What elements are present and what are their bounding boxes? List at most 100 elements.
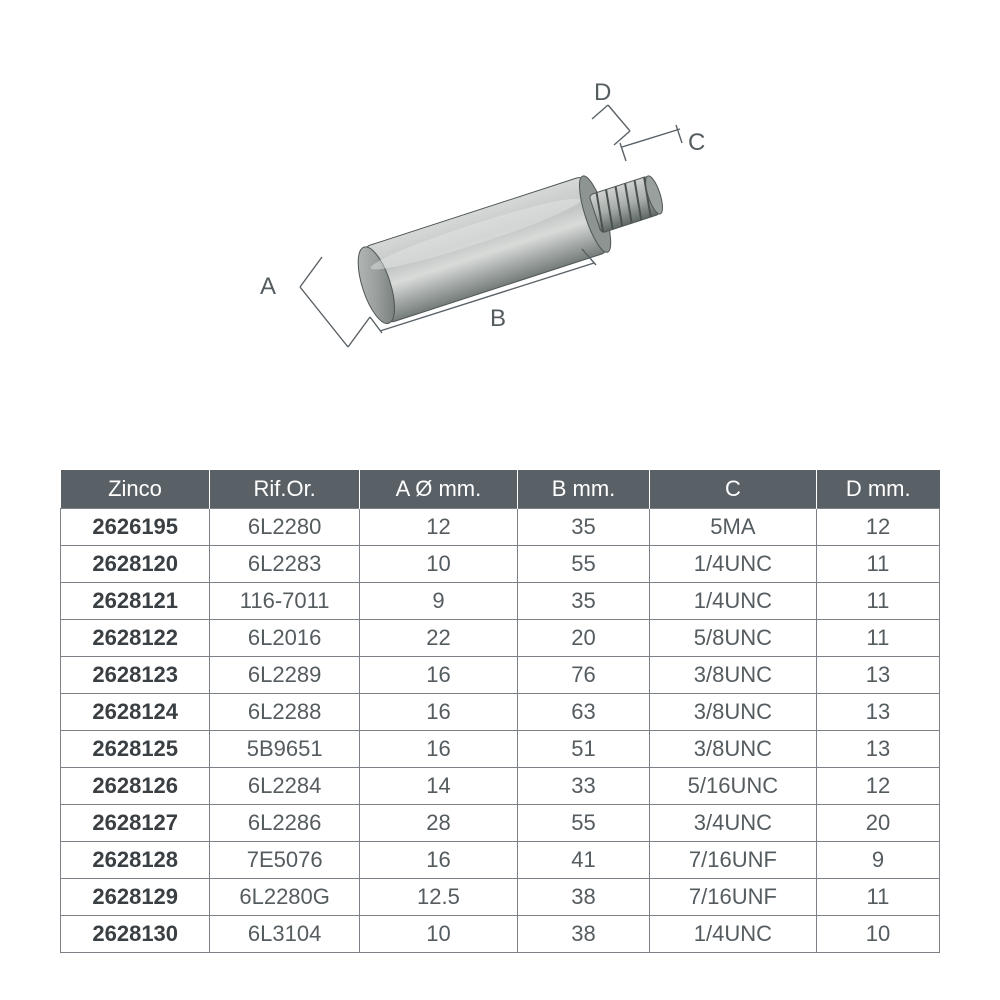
cell-c: 5/8UNC bbox=[649, 620, 816, 657]
col-a: A Ø mm. bbox=[359, 470, 517, 509]
cell-c: 3/8UNC bbox=[649, 694, 816, 731]
dim-label-c: C bbox=[688, 129, 705, 157]
cell-d: 12 bbox=[816, 768, 939, 805]
cell-zinco: 2628124 bbox=[61, 694, 210, 731]
cell-c: 1/4UNC bbox=[649, 583, 816, 620]
cell-c: 1/4UNC bbox=[649, 916, 816, 953]
cell-b: 51 bbox=[518, 731, 650, 768]
cell-a: 16 bbox=[359, 731, 517, 768]
cell-b: 38 bbox=[518, 879, 650, 916]
cell-rif: 6L2286 bbox=[210, 805, 359, 842]
col-d: D mm. bbox=[816, 470, 939, 509]
table-row: 2628130 6L3104 10 38 1/4UNC 10 bbox=[61, 916, 940, 953]
cell-rif: 6L2280 bbox=[210, 509, 359, 546]
cell-b: 38 bbox=[518, 916, 650, 953]
cell-zinco: 2626195 bbox=[61, 509, 210, 546]
cell-a: 22 bbox=[359, 620, 517, 657]
table-row: 2628120 6L2283 10 55 1/4UNC 11 bbox=[61, 546, 940, 583]
cell-zinco: 2628128 bbox=[61, 842, 210, 879]
cell-a: 10 bbox=[359, 546, 517, 583]
table-row: 2628123 6L2289 16 76 3/8UNC 13 bbox=[61, 657, 940, 694]
cell-a: 12 bbox=[359, 509, 517, 546]
cell-rif: 6L2288 bbox=[210, 694, 359, 731]
cell-a: 12.5 bbox=[359, 879, 517, 916]
table-row: 2626195 6L2280 12 35 5MA 12 bbox=[61, 509, 940, 546]
cell-c: 1/4UNC bbox=[649, 546, 816, 583]
cell-b: 20 bbox=[518, 620, 650, 657]
cell-a: 16 bbox=[359, 842, 517, 879]
table-row: 2628126 6L2284 14 33 5/16UNC 12 bbox=[61, 768, 940, 805]
table-header-row: Zinco Rif.Or. A Ø mm. B mm. C D mm. bbox=[61, 470, 940, 509]
table-row: 2628125 5B9651 16 51 3/8UNC 13 bbox=[61, 731, 940, 768]
table-row: 2628128 7E5076 16 41 7/16UNF 9 bbox=[61, 842, 940, 879]
cell-d: 13 bbox=[816, 731, 939, 768]
cell-c: 7/16UNF bbox=[649, 879, 816, 916]
table-body: 2626195 6L2280 12 35 5MA 12 2628120 6L22… bbox=[61, 509, 940, 953]
cell-d: 11 bbox=[816, 620, 939, 657]
cell-zinco: 2628125 bbox=[61, 731, 210, 768]
table-row: 2628121 116-7011 9 35 1/4UNC 11 bbox=[61, 583, 940, 620]
cell-d: 11 bbox=[816, 879, 939, 916]
cell-d: 11 bbox=[816, 583, 939, 620]
cell-c: 5MA bbox=[649, 509, 816, 546]
cell-b: 35 bbox=[518, 509, 650, 546]
cell-rif: 6L2280G bbox=[210, 879, 359, 916]
cell-d: 10 bbox=[816, 916, 939, 953]
cell-c: 3/8UNC bbox=[649, 657, 816, 694]
cell-rif: 6L2289 bbox=[210, 657, 359, 694]
cell-a: 16 bbox=[359, 694, 517, 731]
cell-zinco: 2628130 bbox=[61, 916, 210, 953]
cell-zinco: 2628129 bbox=[61, 879, 210, 916]
dim-label-d: D bbox=[594, 79, 611, 107]
cell-c: 7/16UNF bbox=[649, 842, 816, 879]
cell-rif: 7E5076 bbox=[210, 842, 359, 879]
cell-a: 10 bbox=[359, 916, 517, 953]
cell-b: 55 bbox=[518, 546, 650, 583]
cell-rif: 6L2016 bbox=[210, 620, 359, 657]
cell-d: 20 bbox=[816, 805, 939, 842]
col-b: B mm. bbox=[518, 470, 650, 509]
cell-rif: 6L2284 bbox=[210, 768, 359, 805]
page: A B C D Zinco Rif.Or. A Ø mm. B mm. C D … bbox=[0, 0, 1000, 1000]
spec-table: Zinco Rif.Or. A Ø mm. B mm. C D mm. 2626… bbox=[60, 470, 940, 953]
cell-c: 5/16UNC bbox=[649, 768, 816, 805]
cell-d: 11 bbox=[816, 546, 939, 583]
table-row: 2628127 6L2286 28 55 3/4UNC 20 bbox=[61, 805, 940, 842]
table-row: 2628124 6L2288 16 63 3/8UNC 13 bbox=[61, 694, 940, 731]
dim-label-a: A bbox=[260, 273, 276, 301]
col-zinco: Zinco bbox=[61, 470, 210, 509]
cell-d: 13 bbox=[816, 657, 939, 694]
cell-b: 41 bbox=[518, 842, 650, 879]
cell-b: 76 bbox=[518, 657, 650, 694]
cell-c: 3/4UNC bbox=[649, 805, 816, 842]
cell-a: 14 bbox=[359, 768, 517, 805]
cell-zinco: 2628123 bbox=[61, 657, 210, 694]
cell-b: 33 bbox=[518, 768, 650, 805]
table-row: 2628129 6L2280G 12.5 38 7/16UNF 11 bbox=[61, 879, 940, 916]
cell-zinco: 2628121 bbox=[61, 583, 210, 620]
cell-rif: 116-7011 bbox=[210, 583, 359, 620]
cell-d: 13 bbox=[816, 694, 939, 731]
cell-a: 16 bbox=[359, 657, 517, 694]
cell-b: 55 bbox=[518, 805, 650, 842]
cell-rif: 5B9651 bbox=[210, 731, 359, 768]
cell-rif: 6L2283 bbox=[210, 546, 359, 583]
cell-rif: 6L3104 bbox=[210, 916, 359, 953]
col-c: C bbox=[649, 470, 816, 509]
dim-label-b: B bbox=[490, 305, 506, 333]
cell-d: 12 bbox=[816, 509, 939, 546]
cell-c: 3/8UNC bbox=[649, 731, 816, 768]
cell-zinco: 2628122 bbox=[61, 620, 210, 657]
table-row: 2628122 6L2016 22 20 5/8UNC 11 bbox=[61, 620, 940, 657]
col-rif: Rif.Or. bbox=[210, 470, 359, 509]
cell-b: 35 bbox=[518, 583, 650, 620]
cell-zinco: 2628120 bbox=[61, 546, 210, 583]
cell-zinco: 2628126 bbox=[61, 768, 210, 805]
anode-diagram: A B C D bbox=[270, 85, 730, 365]
cell-a: 9 bbox=[359, 583, 517, 620]
cell-a: 28 bbox=[359, 805, 517, 842]
cell-zinco: 2628127 bbox=[61, 805, 210, 842]
spec-table-wrap: Zinco Rif.Or. A Ø mm. B mm. C D mm. 2626… bbox=[60, 470, 940, 953]
cell-d: 9 bbox=[816, 842, 939, 879]
cell-b: 63 bbox=[518, 694, 650, 731]
